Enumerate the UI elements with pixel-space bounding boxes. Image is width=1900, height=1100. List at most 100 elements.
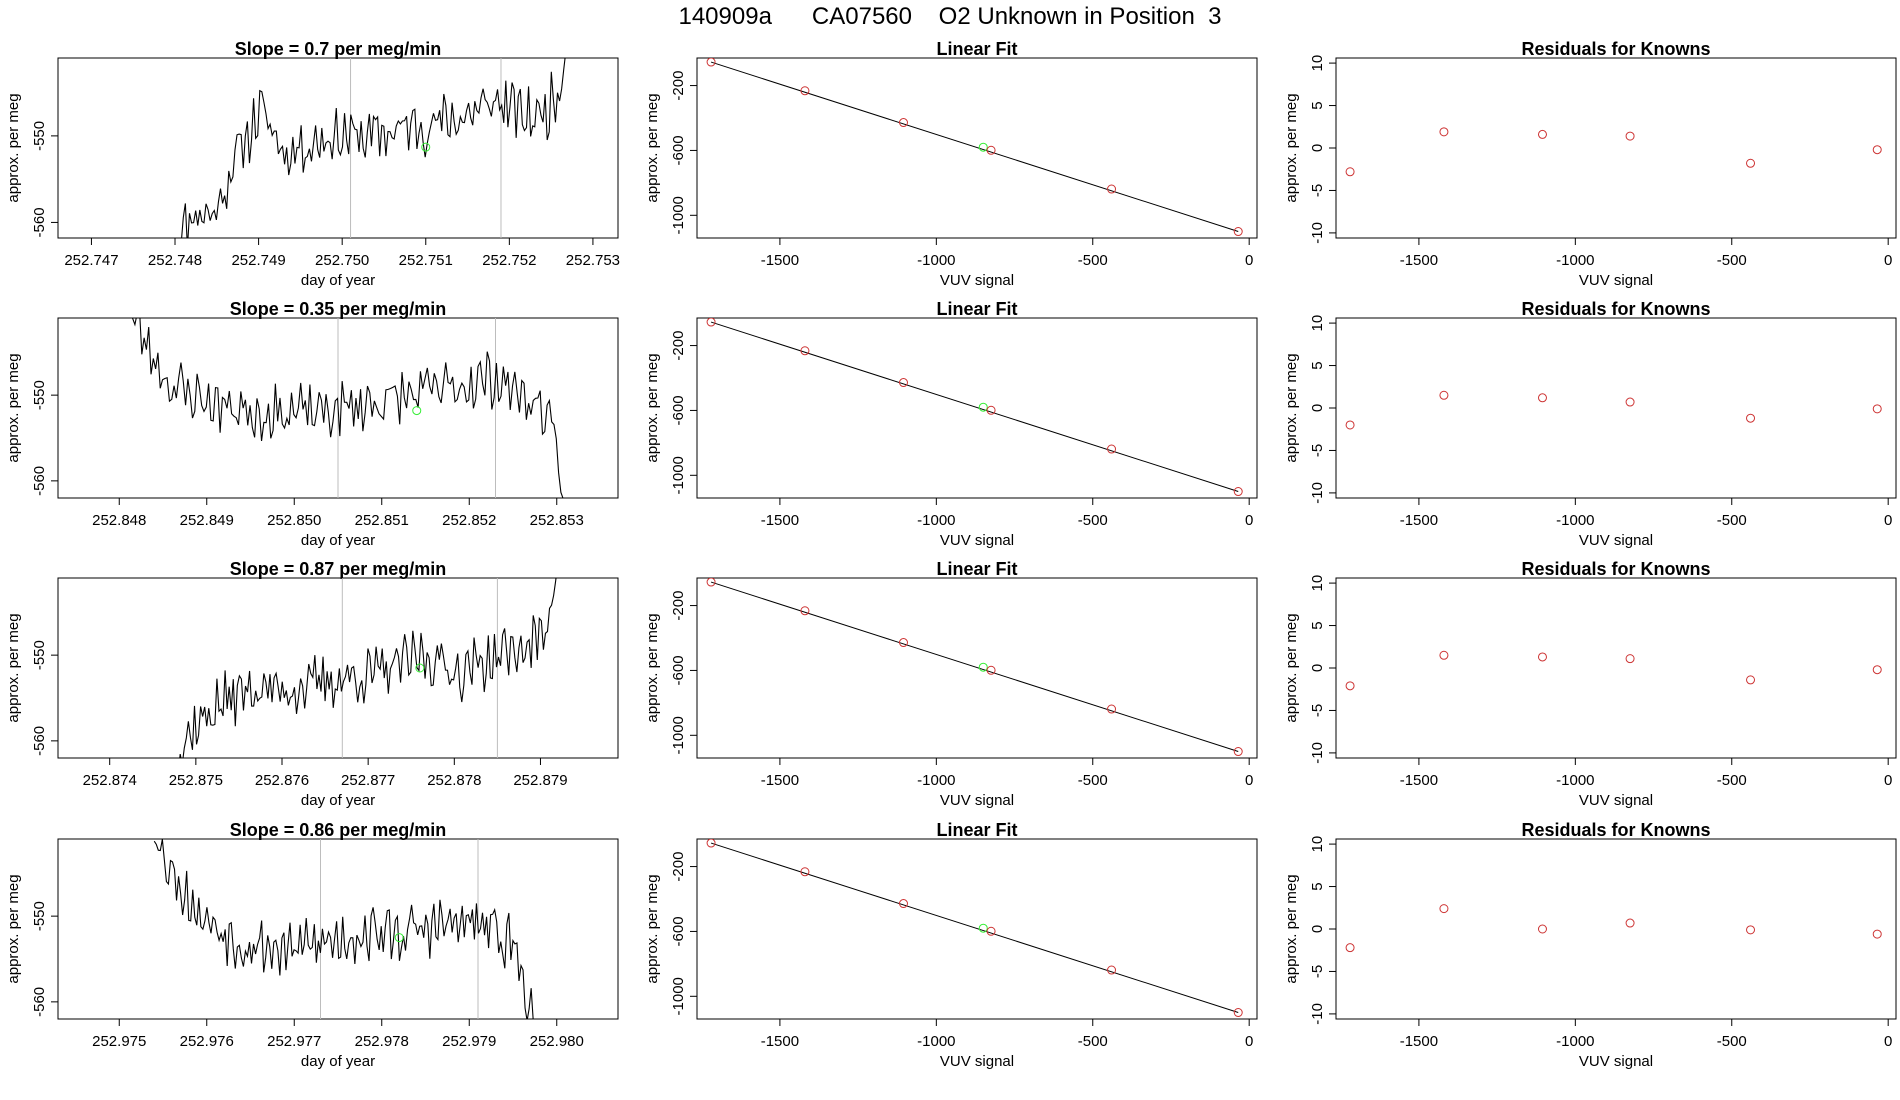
x-axis-label: VUV signal <box>1579 532 1653 549</box>
known-point <box>1233 1008 1243 1018</box>
chart-title: Linear Fit <box>936 39 1017 59</box>
x-tick-label: 252.878 <box>427 772 481 789</box>
known-point <box>986 665 996 675</box>
plot-area <box>1345 904 1882 953</box>
unknown-point-marker <box>421 142 431 152</box>
known-point <box>898 118 908 128</box>
known-point <box>1233 747 1243 757</box>
x-tick-label: 252.976 <box>180 1033 234 1050</box>
known-point <box>1537 129 1547 139</box>
x-tick-label: -500 <box>1717 252 1747 269</box>
chart-title: Residuals for Knowns <box>1521 299 1710 319</box>
y-axis-label: approx. per meg <box>1283 613 1300 722</box>
unknown-point-marker <box>412 406 422 416</box>
known-point <box>1625 654 1635 664</box>
x-tick-label: 252.874 <box>83 772 137 789</box>
known-point <box>1233 227 1243 237</box>
plot-frame <box>696 577 1258 759</box>
plot-frame <box>696 317 1258 499</box>
chart-panel-r1-c2: Linear Fit -1500 -1000 -500 0 VUV signal -200 -… <box>639 38 1273 298</box>
known-point <box>1439 390 1449 400</box>
y-axis-label: approx. per meg <box>644 613 661 722</box>
y-tick-label: -600 <box>670 655 687 685</box>
chart-panel-r2-c2: Linear Fit -1500 -1000 -500 0 VUV signal -200 -… <box>639 298 1273 558</box>
x-axis-label: VUV signal <box>1579 1053 1653 1070</box>
y-tick-label: -5 <box>1309 704 1326 717</box>
y-tick-label: 5 <box>1309 101 1326 109</box>
x-tick-label: -1000 <box>1556 772 1594 789</box>
known-point <box>1537 652 1547 662</box>
y-tick-label: -200 <box>670 591 687 621</box>
known-point <box>986 145 996 155</box>
chart-panel-r2-c3: Residuals for Knowns -1500 -1000 -500 0 VUV s… <box>1278 298 1900 558</box>
x-tick-label: 0 <box>1245 772 1253 789</box>
x-tick-label: -1000 <box>917 1033 955 1050</box>
chart-panel-r1-c3: Residuals for Knowns -1500 -1000 -500 0 VUV s… <box>1278 38 1900 298</box>
chart-svg: Linear Fit -1500 -1000 -500 0 VUV signal -200 -… <box>644 299 1258 549</box>
known-point <box>1746 675 1756 685</box>
x-axis-label: day of year <box>301 792 375 809</box>
known-point <box>800 867 810 877</box>
plot-frame <box>57 838 619 1020</box>
y-tick-label: 10 <box>1309 575 1326 592</box>
y-tick-label: -560 <box>31 207 48 237</box>
plot-area <box>1345 650 1882 691</box>
x-tick-label: 252.850 <box>267 512 321 529</box>
chart-svg: Residuals for Knowns -1500 -1000 -500 0 VUV s… <box>1283 820 1897 1070</box>
fit-line <box>710 581 1239 752</box>
known-point <box>1345 943 1355 953</box>
plot-frame <box>696 57 1258 239</box>
x-tick-label: 252.752 <box>482 252 536 269</box>
y-tick-label: -5 <box>1309 184 1326 197</box>
y-tick-label: 5 <box>1309 621 1326 629</box>
chart-panel-r3-c3: Residuals for Knowns -1500 -1000 -500 0 VUV s… <box>1278 558 1900 818</box>
known-point <box>1439 904 1449 914</box>
chart-panel-r3-c2: Linear Fit -1500 -1000 -500 0 VUV signal -200 -… <box>639 558 1273 818</box>
y-tick-label: 0 <box>1309 925 1326 933</box>
x-tick-label: -1500 <box>761 512 799 529</box>
plot-frame <box>696 838 1258 1020</box>
chart-title: Slope = 0.7 per meg/min <box>235 39 442 59</box>
y-tick-label: -1000 <box>670 977 687 1015</box>
x-tick-label: -1500 <box>1400 512 1438 529</box>
chart-svg: Linear Fit -1500 -1000 -500 0 VUV signal -200 -… <box>644 820 1258 1070</box>
known-point <box>1107 444 1117 454</box>
y-tick-label: -10 <box>1309 742 1326 764</box>
x-tick-label: 0 <box>1884 772 1892 789</box>
x-tick-label: -1500 <box>761 1033 799 1050</box>
x-tick-label: -500 <box>1717 512 1747 529</box>
y-tick-label: -560 <box>31 726 48 756</box>
y-axis-label: approx. per meg <box>644 93 661 202</box>
x-tick-label: -1000 <box>917 512 955 529</box>
plot-area <box>153 839 534 1019</box>
x-tick-label: -1000 <box>917 772 955 789</box>
chart-svg: Slope = 0.87 per meg/min 252.874 252.875 25… <box>5 559 619 809</box>
y-tick-label: 5 <box>1309 882 1326 890</box>
x-tick-label: 252.853 <box>530 512 584 529</box>
chart-panel-r2-c1: Slope = 0.35 per meg/min 252.848 252.849 25… <box>0 298 634 558</box>
series-line <box>181 58 566 238</box>
x-tick-label: 252.980 <box>530 1033 584 1050</box>
known-point <box>1345 167 1355 177</box>
y-tick-label: -550 <box>31 380 48 410</box>
x-tick-label: -1500 <box>1400 252 1438 269</box>
y-tick-label: -200 <box>670 71 687 101</box>
y-tick-label: -1000 <box>670 196 687 234</box>
x-tick-label: 252.750 <box>315 252 369 269</box>
y-tick-label: -550 <box>31 640 48 670</box>
known-point <box>1439 650 1449 660</box>
y-tick-label: -600 <box>670 135 687 165</box>
unknown-point <box>978 923 988 933</box>
known-point <box>1625 131 1635 141</box>
x-axis-label: VUV signal <box>1579 792 1653 809</box>
x-tick-label: 252.876 <box>255 772 309 789</box>
series-line <box>179 578 557 758</box>
y-axis-label: approx. per meg <box>5 93 22 202</box>
known-point <box>706 318 716 327</box>
y-axis-label: approx. per meg <box>644 353 661 462</box>
x-tick-label: 0 <box>1245 252 1253 269</box>
unknown-point-marker <box>394 933 404 943</box>
y-tick-label: -10 <box>1309 482 1326 504</box>
plot-frame <box>57 57 619 239</box>
chart-svg: Residuals for Knowns -1500 -1000 -500 0 VUV s… <box>1283 39 1897 289</box>
